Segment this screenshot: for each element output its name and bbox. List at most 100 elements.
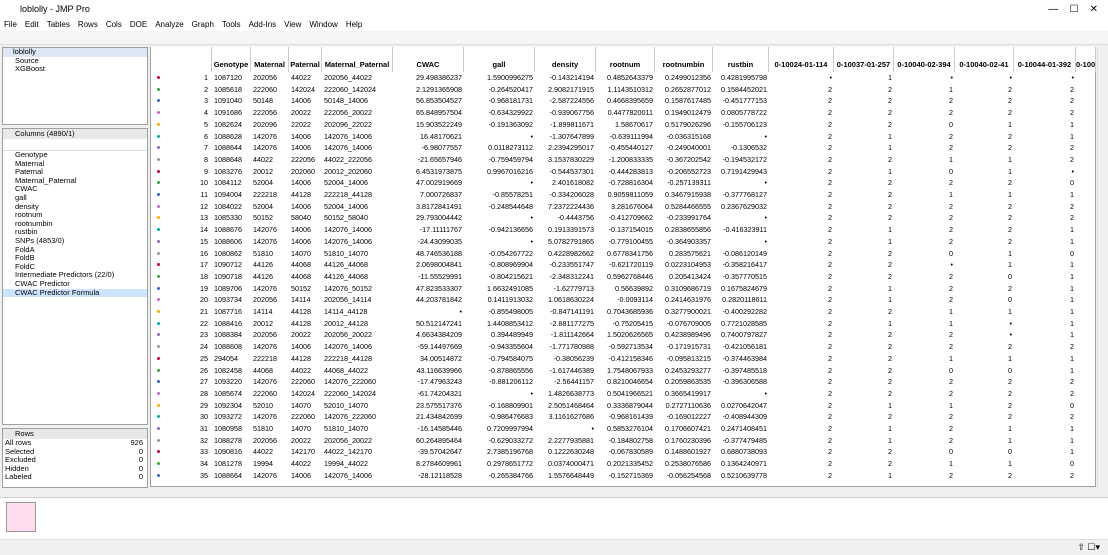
table-cell[interactable]: 52010_14070	[324, 400, 368, 410]
table-cell[interactable]: 52010	[253, 400, 273, 410]
table-cell[interactable]: 0.9967016216	[487, 166, 533, 176]
table-cell[interactable]: 1	[1008, 119, 1012, 129]
row-number[interactable]: 33	[200, 447, 208, 457]
table-cell[interactable]: 202096	[253, 119, 277, 129]
table-cell[interactable]: 222060	[253, 388, 277, 398]
column-item[interactable]: density	[15, 201, 39, 211]
table-cell[interactable]: 2	[1008, 236, 1012, 246]
table-cell[interactable]: 0.7209997994	[487, 424, 533, 433]
table-cell[interactable]: 1	[1070, 435, 1074, 445]
table-cell[interactable]: 44022_222056	[324, 154, 372, 164]
table-cell[interactable]: •	[459, 307, 462, 316]
column-header[interactable]: rootnum	[596, 47, 655, 72]
table-cell[interactable]: 20012_44128	[324, 318, 368, 328]
table-cell[interactable]: 29.498386237	[416, 73, 462, 82]
table-cell[interactable]: 44126_44068	[324, 260, 368, 270]
table-cell[interactable]: 0.1364240971	[721, 459, 767, 469]
table-cell[interactable]: 14114	[253, 307, 273, 316]
table-cell[interactable]: 2	[828, 108, 832, 118]
table-cell[interactable]: 2	[888, 201, 892, 211]
table-cell[interactable]: 2	[888, 353, 892, 363]
table-cell[interactable]: -0.412709662	[608, 213, 653, 223]
table-cell[interactable]: •	[764, 213, 767, 223]
table-cell[interactable]: -1.771780988	[549, 342, 594, 352]
menu-item[interactable]: Rows	[77, 20, 98, 29]
table-cell[interactable]: -0.397485518	[722, 365, 767, 375]
table-cell[interactable]: -0.408944309	[722, 412, 767, 422]
menu-item[interactable]: Analyze	[155, 20, 184, 29]
table-cell[interactable]: 14114	[291, 295, 311, 305]
table-cell[interactable]: 1	[1008, 190, 1012, 199]
table-cell[interactable]: 0.5041966521	[607, 388, 653, 398]
column-header[interactable]: rustbin	[713, 47, 769, 72]
table-cell[interactable]: 1088416	[214, 318, 242, 328]
table-cell[interactable]: 2	[949, 377, 953, 387]
table-cell[interactable]: 0.3109686719	[665, 283, 711, 293]
table-cell[interactable]: -0.1306532	[730, 143, 767, 153]
table-cell[interactable]: 1	[888, 225, 892, 235]
table-cell[interactable]: 1091686	[214, 108, 242, 118]
table-cell[interactable]: 142076	[253, 143, 277, 153]
table-cell[interactable]: 0.5853276104	[607, 424, 653, 433]
table-cell[interactable]: 2	[1008, 178, 1012, 188]
table-cell[interactable]: -0.968161439	[608, 412, 653, 422]
table-cell[interactable]: 2	[828, 248, 832, 258]
table-cell[interactable]: 14070	[291, 248, 311, 258]
table-cell[interactable]: -0.4443756	[557, 213, 594, 223]
table-cell[interactable]: 2	[949, 236, 953, 246]
table-cell[interactable]: -0.248544648	[488, 201, 533, 211]
table-cell[interactable]: 222056	[253, 108, 277, 118]
row-number[interactable]: 1	[204, 73, 208, 82]
table-cell[interactable]: 2.401618082	[552, 178, 594, 188]
table-cell[interactable]: 2	[888, 190, 892, 199]
table-cell[interactable]: 2	[828, 190, 832, 199]
table-cell[interactable]: 1	[888, 435, 892, 445]
table-cell[interactable]: 0.2820118611	[722, 295, 767, 305]
table-cell[interactable]: 222218	[253, 353, 277, 363]
table-cell[interactable]: 1	[1008, 435, 1012, 445]
table-cell[interactable]: 0.5284466555	[665, 201, 711, 211]
table-cell[interactable]: 2	[888, 388, 892, 398]
table-cell[interactable]: 222056_20022	[324, 108, 372, 118]
table-cell[interactable]: 2	[1070, 154, 1074, 164]
table-cell[interactable]: 1087716	[214, 307, 242, 316]
table-cell[interactable]: 8.2784609961	[416, 459, 462, 469]
table-cell[interactable]: -0.076709005	[666, 318, 711, 328]
row-number[interactable]: 20	[200, 295, 208, 305]
table-cell[interactable]: 19994	[253, 459, 273, 469]
column-item[interactable]: FoldB	[15, 253, 35, 263]
table-cell[interactable]: 2	[949, 225, 953, 235]
table-cell[interactable]: -0.878865556	[488, 365, 533, 375]
table-cell[interactable]: 2.1291365908	[416, 84, 462, 94]
column-item[interactable]: Maternal_Paternal	[15, 175, 77, 185]
table-cell[interactable]: -0.377768127	[722, 190, 767, 199]
table-cell[interactable]: 2	[828, 154, 832, 164]
table-cell[interactable]: 2	[949, 435, 953, 445]
table-cell[interactable]: 2	[949, 470, 953, 480]
table-cell[interactable]: 2	[828, 412, 832, 422]
table-cell[interactable]: 22022	[291, 119, 311, 129]
table-cell[interactable]: 0.8210046654	[607, 377, 653, 387]
row-number[interactable]: 23	[200, 330, 208, 340]
table-cell[interactable]: -21.65657946	[417, 154, 462, 164]
table-cell[interactable]: 202056	[253, 330, 277, 340]
table-cell[interactable]: -61.74204321	[417, 388, 462, 398]
table-cell[interactable]: 2	[828, 353, 832, 363]
table-cell[interactable]: -0.639111994	[609, 131, 653, 141]
column-header[interactable]: 0-10037-01-257	[834, 47, 894, 72]
table-cell[interactable]: 0.1584452021	[721, 84, 767, 94]
table-cell[interactable]: 51810_14070	[324, 424, 368, 433]
table-cell[interactable]: 43.116639966	[416, 365, 462, 375]
table-cell[interactable]: 0.205413424	[669, 271, 711, 281]
table-cell[interactable]: -0.143214194	[549, 73, 594, 82]
table-cell[interactable]: 2	[1008, 400, 1012, 410]
table-cell[interactable]: 142076	[253, 377, 277, 387]
table-cell[interactable]: -0.137154015	[608, 225, 653, 235]
table-cell[interactable]: 1	[1070, 424, 1074, 433]
table-cell[interactable]: -0.400292282	[722, 307, 767, 316]
table-cell[interactable]: 0.1222630248	[548, 447, 594, 457]
column-header[interactable]: density	[535, 47, 596, 72]
row-number[interactable]: 8	[204, 154, 208, 164]
table-cell[interactable]: -0.257139311	[667, 178, 711, 188]
table-cell[interactable]: 0	[949, 248, 953, 258]
